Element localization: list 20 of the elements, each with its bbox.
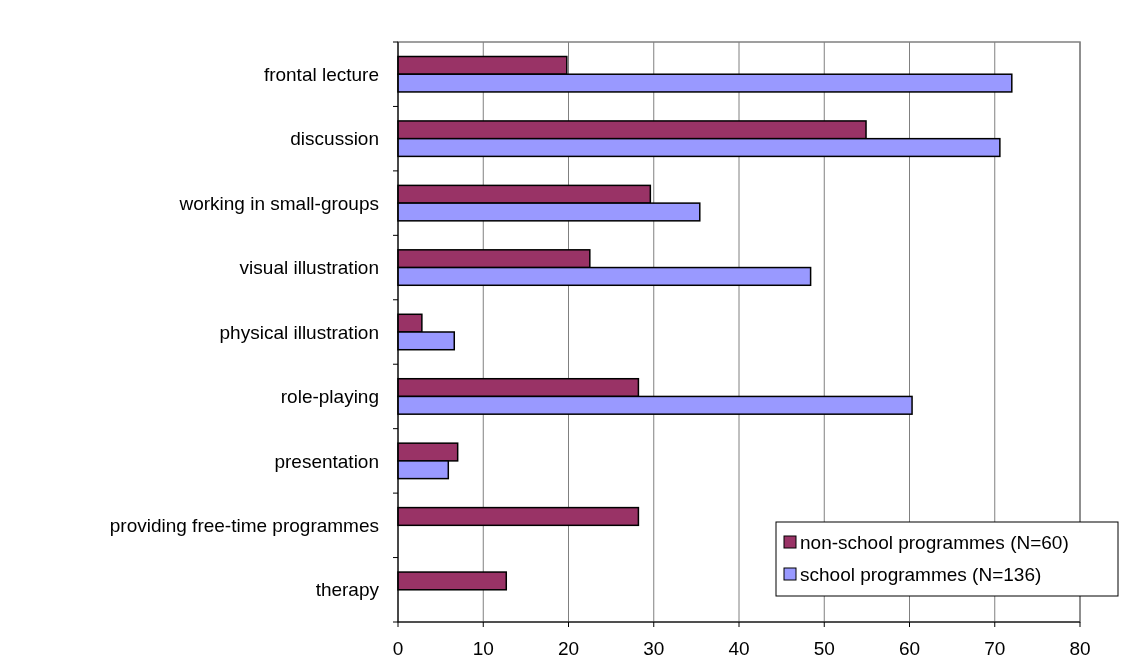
x-tick-label: 50 <box>813 637 835 659</box>
x-tick-label: 40 <box>728 637 750 659</box>
y-tick-label: frontal lecture <box>263 63 379 85</box>
y-tick-label: discussion <box>290 128 379 150</box>
y-tick-label: working in small-groups <box>178 192 379 214</box>
y-tick-label: therapy <box>315 579 380 601</box>
x-tick-label: 10 <box>472 637 494 659</box>
legend-label: school programmes (N=136) <box>800 563 1042 585</box>
x-tick-label: 70 <box>984 637 1006 659</box>
y-tick-label: role-playing <box>280 386 379 408</box>
y-tick-label: presentation <box>274 450 379 472</box>
x-tick-label: 80 <box>1069 637 1091 659</box>
legend-label: non-school programmes (N=60) <box>800 531 1069 553</box>
y-tick-label: providing free-time programmes <box>109 514 379 536</box>
x-tick-label: 30 <box>643 637 665 659</box>
x-tick-label: 20 <box>557 637 580 659</box>
y-tick-label: physical illustration <box>219 321 379 343</box>
y-tick-label: visual illustration <box>239 257 379 279</box>
x-tick-label: 0 <box>392 637 404 659</box>
x-tick-label: 60 <box>898 637 921 659</box>
